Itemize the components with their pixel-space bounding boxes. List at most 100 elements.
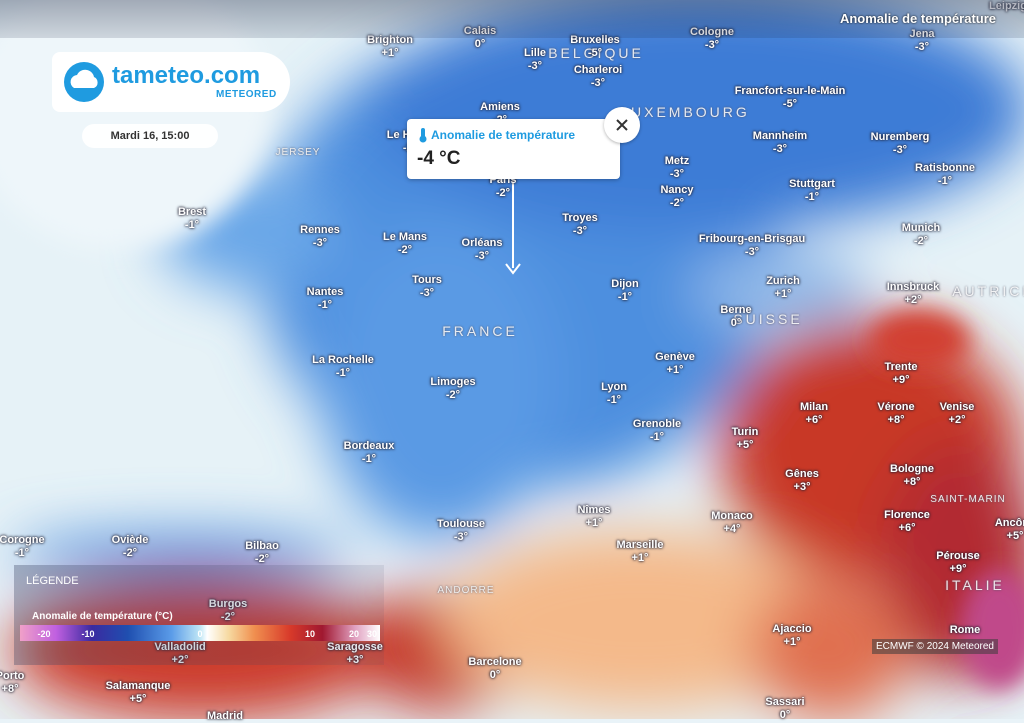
city-label: Lyon -1° (601, 381, 627, 407)
city-label: Orléans -3° (462, 237, 503, 263)
city-name: Ratisbonne (915, 162, 975, 174)
city-label: Milan +6° (800, 401, 828, 427)
legend-tick: 30 (366, 629, 378, 639)
city-name: Dijon (611, 278, 639, 290)
city-anomaly: 0° (779, 709, 791, 721)
legend: LÉGENDE Anomalie de température (°C) -20… (14, 565, 384, 665)
legend-heading: LÉGENDE (26, 575, 79, 587)
city-name: Bilbao (245, 540, 279, 552)
city-name: Limoges (430, 376, 476, 388)
city-name: Brest (177, 206, 207, 218)
city-name: Lille (523, 47, 547, 59)
city-label: Ratisbonne -1° (915, 162, 975, 188)
city-anomaly: +8° (887, 414, 905, 426)
city-name: Marseille (616, 539, 664, 551)
city-anomaly: -1° (317, 299, 333, 311)
city-label: Rennes -3° (300, 224, 340, 250)
city-anomaly: +9° (949, 563, 967, 575)
city-anomaly: -2° (913, 235, 929, 247)
city-name: Le Mans (382, 231, 428, 243)
city-label: Madrid (207, 710, 243, 723)
city-anomaly: -3° (892, 144, 908, 156)
credit: ECMWF © 2024 Meteored (872, 639, 998, 654)
city-name: Cologne (690, 26, 734, 39)
city-name: Saragosse (327, 641, 383, 654)
city-anomaly: -1° (361, 453, 377, 465)
close-button[interactable] (604, 107, 640, 143)
city-name: Lyon (601, 381, 627, 393)
city-label: Fribourg-en-Brisgau -3° (699, 233, 805, 259)
city-label: Valladolid+2° (154, 641, 205, 667)
city-name: Leipzig (989, 0, 1024, 13)
city-anomaly: +1° (631, 552, 649, 564)
city-label: Barcelone 0° (468, 656, 521, 682)
city-anomaly: -2° (122, 547, 138, 559)
city-anomaly: +1° (666, 364, 684, 376)
city-label: Stuttgart -1° (789, 178, 835, 204)
region-label: AUTRICHE (952, 283, 1024, 299)
city-anomaly: -1° (649, 431, 665, 443)
city-label: Troyes -3° (562, 212, 597, 238)
city-anomaly: 0° (474, 38, 486, 50)
region-label: LUXEMBOURG (620, 104, 750, 120)
city-name: Monaco (711, 510, 753, 522)
city-label: Bruxelles -5° (570, 34, 620, 60)
city-anomaly: 0° (730, 317, 742, 329)
city-anomaly: +6° (898, 522, 916, 534)
city-label: Le Mans -2° (383, 231, 427, 257)
city-label: Charleroi -3° (574, 64, 622, 90)
region-label: JERSEY (275, 147, 321, 158)
legend-tick: 10 (304, 629, 316, 639)
city-anomaly: -3° (453, 531, 469, 543)
top-bar: Anomalie de température (0, 0, 1024, 38)
region-label: SUISSE (733, 311, 803, 327)
city-anomaly: -3° (474, 250, 490, 262)
city-anomaly: +5° (1006, 530, 1024, 542)
city-name: Bologne (890, 463, 934, 475)
city-label: Venise +2° (940, 401, 975, 427)
city-label: Nîmes +1° (577, 504, 610, 530)
city-name: Fribourg-en-Brisgau (698, 233, 806, 245)
city-name: Nuremberg (870, 131, 930, 143)
forecast-date[interactable]: Mardi 16, 15:00 (82, 124, 218, 148)
city-anomaly: +2° (948, 414, 966, 426)
city-name: Trente (884, 361, 918, 373)
city-name: Innsbruck (886, 281, 940, 293)
logo[interactable]: tameteo.com METEORED (52, 52, 290, 112)
city-anomaly: +1° (381, 47, 399, 59)
logo-brand: METEORED (216, 89, 277, 100)
city-name: Corogne (0, 534, 45, 546)
city-name: Florence (884, 509, 930, 521)
city-name: Rennes (300, 224, 340, 236)
city-name: Stuttgart (789, 178, 835, 190)
city-label: Ancône+5° (995, 517, 1024, 543)
city-name: Francfort-sur-le-Main (734, 85, 846, 97)
city-anomaly: 0° (489, 669, 501, 681)
city-label: Bologne +8° (890, 463, 934, 489)
legend-scale (20, 625, 380, 641)
city-name: Amiens (480, 101, 520, 113)
legend-tick: -10 (81, 629, 95, 639)
legend-title: Anomalie de température (°C) (32, 611, 173, 622)
city-name: Nantes (306, 286, 344, 298)
city-anomaly: -3° (312, 237, 328, 249)
city-label: Bilbao -2° (245, 540, 279, 566)
city-anomaly: -3° (527, 60, 543, 72)
city-name: Turin (731, 426, 759, 438)
city-name: Ajaccio (772, 623, 812, 635)
thermometer-icon (419, 128, 427, 143)
region-label: BELGIQUE (548, 45, 644, 61)
city-label: Metz -3° (665, 155, 689, 181)
city-name: Calais (464, 25, 496, 38)
city-label: Berne 0° (720, 304, 751, 330)
city-anomaly: -5° (587, 47, 603, 59)
region-label: FRANCE (442, 323, 518, 339)
city-anomaly: -2° (209, 611, 248, 624)
city-anomaly: +8° (903, 476, 921, 488)
city-name: Salamanque (105, 680, 171, 692)
city-label: La Rochelle -1° (312, 354, 374, 380)
city-anomaly: -1° (184, 219, 200, 231)
city-name: Bordeaux (343, 440, 395, 452)
popup-value: -4 °C (417, 148, 461, 169)
